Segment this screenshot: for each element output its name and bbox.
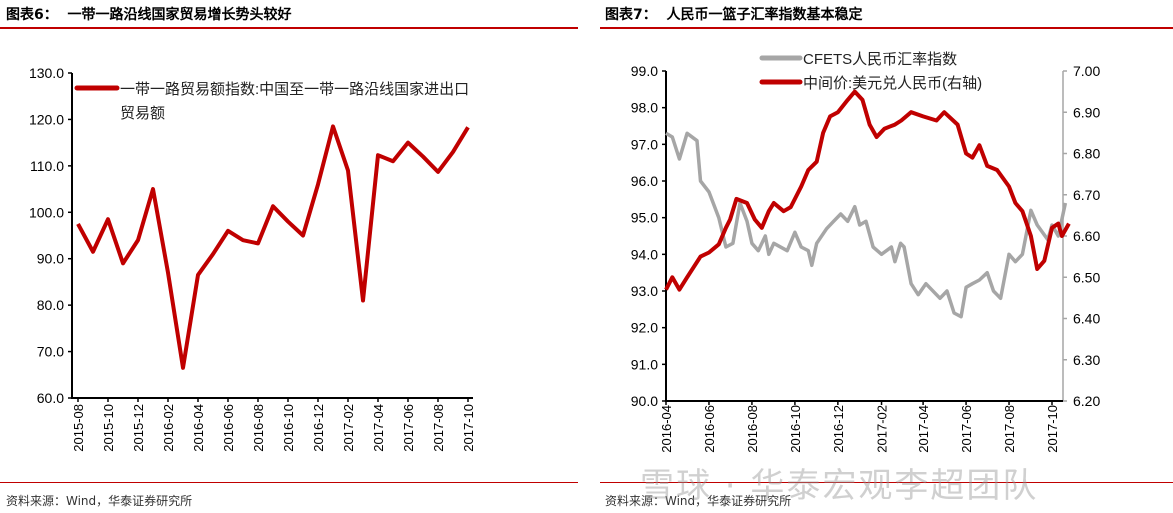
x-tick-label: 2016-12 <box>311 404 326 452</box>
legend-label: CFETS人民币汇率指数 <box>803 51 957 68</box>
x-tick-label: 2016-06 <box>702 405 717 453</box>
watermark: 雪球 · 华泰宏观李超团队 <box>640 466 1039 506</box>
y2-tick-label: 7.00 <box>1073 63 1100 79</box>
x-tick-label: 2017-06 <box>401 404 416 452</box>
x-tick-label: 2016-08 <box>745 405 760 453</box>
y-tick-label: 95.0 <box>631 210 658 226</box>
x-tick-label: 2016-12 <box>831 405 846 453</box>
y-tick-label: 70.0 <box>37 344 64 360</box>
y-tick-label: 91.0 <box>631 356 658 372</box>
y-tick-label: 120.0 <box>29 111 64 127</box>
x-tick-label: 2017-10 <box>461 404 476 452</box>
x-tick-label: 2017-02 <box>341 404 356 452</box>
chart6-title: 图表6： 一带一路沿线国家贸易增长势头较好 <box>6 7 292 23</box>
y-tick-label: 90.0 <box>37 251 64 267</box>
y-tick-label: 100.0 <box>29 204 64 220</box>
y-tick-label: 97.0 <box>631 136 658 152</box>
y-tick-label: 99.0 <box>631 63 658 79</box>
y2-tick-label: 6.70 <box>1073 187 1100 203</box>
y-tick-label: 60.0 <box>37 390 64 406</box>
chart7-footer-rule <box>600 482 1173 483</box>
legend-label: 一带一路贸易额指数:中国至一带一路沿线国家进出口贸易额 <box>120 81 469 122</box>
x-tick-label: 2015-08 <box>71 404 86 452</box>
y-tick-label: 110.0 <box>30 158 64 174</box>
x-tick-label: 2015-12 <box>131 404 146 452</box>
x-tick-label: 2017-04 <box>916 405 931 453</box>
y-tick-label: 98.0 <box>631 100 658 116</box>
legend-label-line2: 贸易额 <box>120 105 165 122</box>
y2-tick-label: 6.50 <box>1073 269 1100 285</box>
y-tick-label: 92.0 <box>631 320 658 336</box>
y-tick-label: 130.0 <box>29 65 64 81</box>
chart7-title-rule <box>600 27 1173 29</box>
x-tick-label: 2016-04 <box>659 405 674 453</box>
x-tick-label: 2017-06 <box>959 405 974 453</box>
chart6-footer-rule <box>0 482 578 483</box>
chart6-source: 资料来源：Wind，华泰证券研究所 <box>6 494 193 508</box>
x-tick-label: 2016-08 <box>251 404 266 452</box>
y-tick-label: 96.0 <box>631 173 658 189</box>
x-tick-label: 2016-10 <box>788 405 803 453</box>
chart7: 90.0 91.0 92.0 93.0 94.0 95.0 96.0 97.0 98.0 99.0… <box>631 51 1101 453</box>
y2-tick-label: 6.80 <box>1073 146 1100 162</box>
chart6-title-rule <box>0 27 578 29</box>
x-tick-label: 2017-10 <box>1045 405 1060 453</box>
y2-tick-label: 6.20 <box>1073 393 1100 409</box>
chart7-title: 图表7： 人民币一篮子汇率指数基本稳定 <box>605 7 863 23</box>
y2-tick-label: 6.40 <box>1073 311 1100 327</box>
y2-tick-label: 6.90 <box>1073 104 1100 120</box>
y-tick-label: 90.0 <box>631 393 658 409</box>
x-tick-label: 2016-10 <box>281 404 296 452</box>
x-tick-label: 2017-02 <box>875 405 890 453</box>
chart7-source: 资料来源：Wind，华泰证券研究所 <box>605 494 792 508</box>
chart6: 60.0 70.0 80.0 90.0 100.0 110.0 120.0 130.0 2015… <box>29 65 476 452</box>
y-tick-label: 93.0 <box>631 283 658 299</box>
x-tick-label: 2017-04 <box>371 404 386 452</box>
y-tick-label: 80.0 <box>37 297 64 313</box>
legend-label-line1: 一带一路贸易额指数:中国至一带一路沿线国家进出口 <box>120 81 469 98</box>
y-tick-label: 94.0 <box>631 246 658 262</box>
x-tick-label: 2016-02 <box>161 404 176 452</box>
y2-tick-label: 6.60 <box>1073 228 1100 244</box>
x-tick-label: 2016-04 <box>191 404 206 452</box>
x-tick-label: 2017-08 <box>1002 405 1017 453</box>
y2-tick-label: 6.30 <box>1073 352 1100 368</box>
x-tick-label: 2016-06 <box>221 404 236 452</box>
x-tick-label: 2015-10 <box>101 404 116 452</box>
series-line <box>76 124 470 370</box>
legend-label: 中间价:美元兑人民币(右轴) <box>803 75 982 92</box>
x-tick-label: 2017-08 <box>431 404 446 452</box>
